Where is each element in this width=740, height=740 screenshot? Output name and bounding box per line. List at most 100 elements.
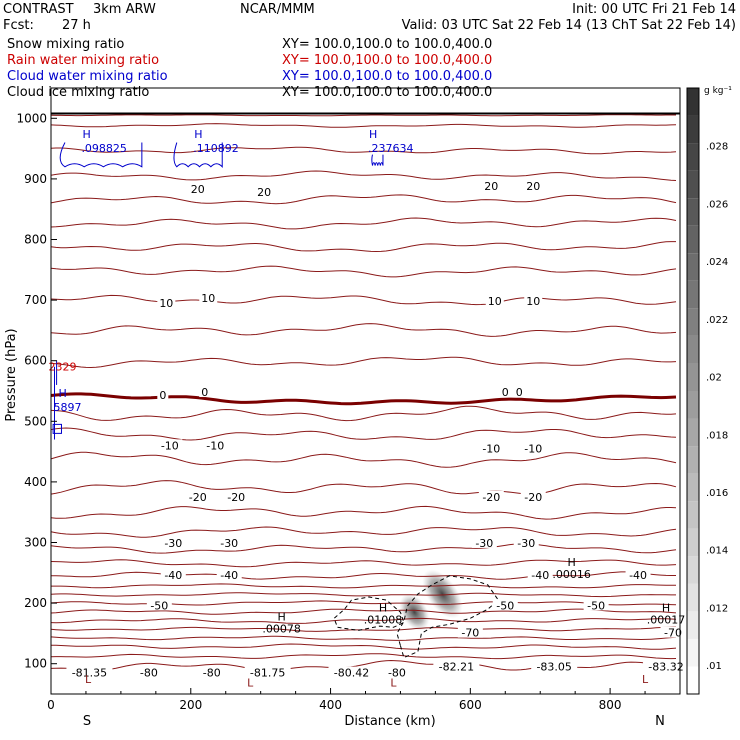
temperature-contour-label: -70 — [664, 627, 682, 640]
temperature-contour — [50, 217, 677, 230]
label-background — [492, 599, 518, 611]
colorbar-swatch — [687, 280, 699, 309]
temperature-contour — [50, 405, 677, 422]
temperature-contour-label: -30 — [517, 537, 535, 550]
field-xy: XY= 100.0,100.0 to 100.0,400.0 — [282, 85, 492, 100]
label-background — [157, 389, 169, 401]
label-background — [157, 439, 183, 451]
colorbar-swatch — [687, 583, 699, 612]
y-tick-label: 800 — [24, 233, 47, 247]
snow-max-marker: H — [277, 610, 285, 623]
low-marker: L — [642, 673, 649, 686]
colorbar-swatch — [687, 611, 699, 639]
temperature-contour — [50, 526, 677, 538]
label-background — [520, 442, 546, 454]
colorbar-swatch — [687, 308, 699, 336]
colorbar-swatch — [687, 638, 699, 667]
x-tick-label: 0 — [47, 698, 55, 712]
label-background — [66, 666, 113, 678]
cloud-water-max-marker: H — [369, 128, 377, 141]
temperature-contour — [50, 559, 677, 568]
temperature-contour — [50, 146, 677, 155]
snow-shading — [399, 569, 463, 631]
label-background — [216, 536, 242, 548]
temperature-contour — [50, 653, 677, 660]
field-xy: XY= 100.0,100.0 to 100.0,400.0 — [282, 69, 492, 84]
temperature-contour-label: 20 — [257, 186, 271, 199]
colorbar-tick-label: .026 — [706, 199, 728, 210]
colorbar-swatch — [687, 115, 699, 144]
colorbar-swatch — [687, 391, 699, 419]
field-xy: XY= 100.0,100.0 to 100.0,400.0 — [282, 37, 492, 52]
cloud-water-max-value: .098825 — [81, 142, 127, 155]
temperature-contour — [50, 294, 677, 306]
cloud-water-max-value: 5897 — [53, 401, 81, 414]
label-background — [482, 179, 501, 191]
colorbar-swatch — [687, 446, 699, 474]
temperature-contour-label: -20 — [524, 491, 542, 504]
colorbar-swatch — [687, 170, 699, 199]
x-axis-title: Distance (km) — [344, 714, 435, 729]
y-tick-label: 100 — [24, 657, 47, 671]
temperature-contour — [50, 265, 677, 278]
temperature-contour — [50, 194, 677, 205]
temperature-contour-label: -83.32 — [648, 661, 683, 674]
label-background — [199, 292, 218, 304]
temperature-contour-label: -83.05 — [536, 661, 571, 674]
temperature-contour — [50, 451, 677, 468]
init-label: Init: 00 UTC Fri 21 Feb 14 — [572, 2, 736, 17]
label-background — [185, 490, 211, 502]
label-background — [188, 183, 207, 195]
colorbar-frame — [686, 87, 700, 695]
colorbar-tick-label: .028 — [706, 142, 728, 153]
y-tick-label: 600 — [24, 354, 47, 368]
center-label: NCAR/MMM — [240, 2, 315, 17]
snow-max-value: .00016 — [552, 568, 591, 581]
label-background — [157, 296, 176, 308]
temperature-contour-label: -80.42 — [334, 667, 369, 680]
temperature-contour-label: -50 — [150, 599, 168, 612]
label-background — [255, 186, 274, 198]
temperature-contour-label: -40 — [220, 569, 238, 582]
colorbar-swatch — [687, 143, 699, 171]
temperature-contour — [50, 635, 677, 641]
temperature-contours — [50, 112, 680, 671]
colorbar-tick-label: .02 — [706, 373, 722, 384]
label-background — [199, 386, 211, 398]
temperature-contour — [50, 323, 677, 337]
label-background — [478, 442, 504, 454]
y-tick-label: 900 — [24, 172, 47, 186]
temperature-contour-label: 20 — [191, 183, 205, 196]
cloud-ice-contour — [396, 575, 499, 659]
temperature-contour-label: -30 — [220, 537, 238, 550]
colorbar-swatch — [687, 528, 699, 557]
label-background — [216, 569, 242, 581]
temperature-contour-label: -50 — [496, 599, 514, 612]
temperature-contour-label: -10 — [482, 442, 500, 455]
temperature-contour-label: 10 — [488, 295, 502, 308]
colorbar-swatch — [687, 88, 699, 116]
colorbar-swatch — [687, 556, 699, 584]
cloud-water-max-marker: H — [82, 128, 90, 141]
label-background — [625, 569, 651, 581]
snow-shade-core — [422, 569, 463, 619]
label-background — [146, 599, 172, 611]
cloud-water-contour — [371, 154, 384, 166]
y-tick-label: 500 — [24, 414, 47, 428]
temperature-contour-label: 0 — [516, 386, 523, 399]
temperature-contour-label: 0 — [201, 386, 208, 399]
colorbar-swatch — [687, 666, 699, 694]
colorbar-swatch — [687, 473, 699, 502]
label-background — [244, 666, 291, 678]
fcst-value: 27 h — [62, 18, 91, 33]
snow-max-marker: H — [662, 601, 670, 614]
field-name: Snow mixing ratio — [7, 37, 124, 52]
label-background — [202, 439, 228, 451]
snow-max-value: .01008 — [364, 613, 403, 626]
low-marker: L — [85, 673, 92, 686]
colorbar-swatch — [687, 198, 699, 226]
y-tick-label: 400 — [24, 475, 47, 489]
field-xy: XY= 100.0,100.0 to 100.0,400.0 — [282, 53, 492, 68]
temperature-contour — [50, 170, 677, 181]
label-background — [160, 536, 186, 548]
